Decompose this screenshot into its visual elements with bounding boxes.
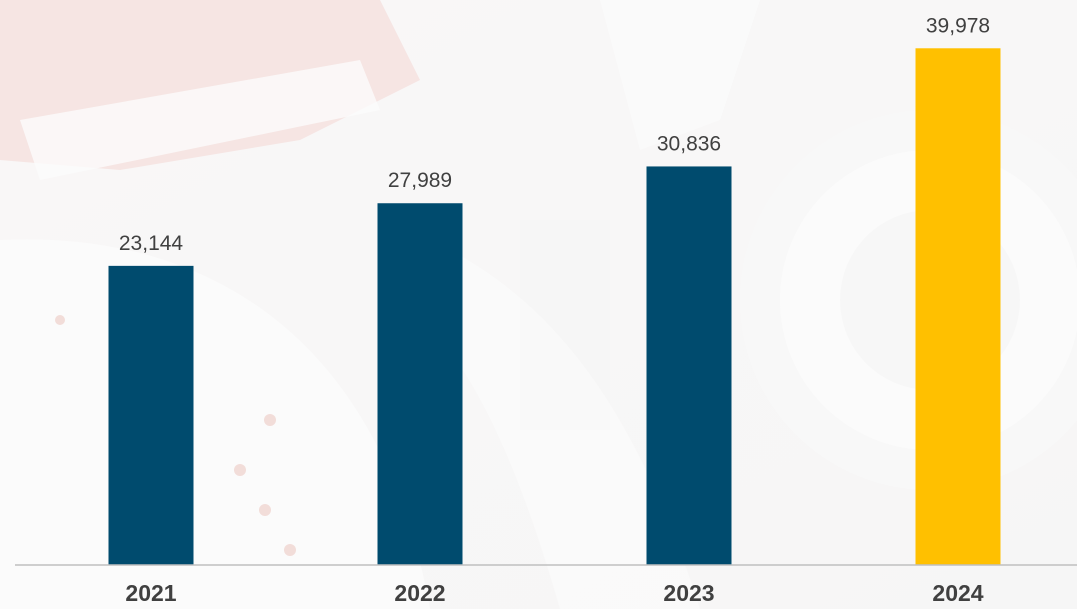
value-labels-group: 23,144 27,989 30,836 39,978 <box>119 14 990 255</box>
bars-group <box>108 48 1001 565</box>
value-label-2021: 23,144 <box>119 232 184 255</box>
x-tick-label-2024: 2024 <box>932 580 983 606</box>
value-label-2023: 30,836 <box>657 132 721 155</box>
bar-2023 <box>646 166 732 565</box>
bar-2022 <box>377 203 463 565</box>
x-tick-label-2022: 2022 <box>394 580 445 606</box>
value-label-2022: 27,989 <box>388 169 452 192</box>
x-tick-labels-group: 2021 2022 2023 2024 <box>125 580 983 606</box>
value-label-2024: 39,978 <box>926 14 990 37</box>
bar-2024 <box>915 48 1001 565</box>
x-tick-label-2021: 2021 <box>125 580 176 606</box>
bar-2021 <box>108 265 194 565</box>
x-tick-label-2023: 2023 <box>663 580 714 606</box>
